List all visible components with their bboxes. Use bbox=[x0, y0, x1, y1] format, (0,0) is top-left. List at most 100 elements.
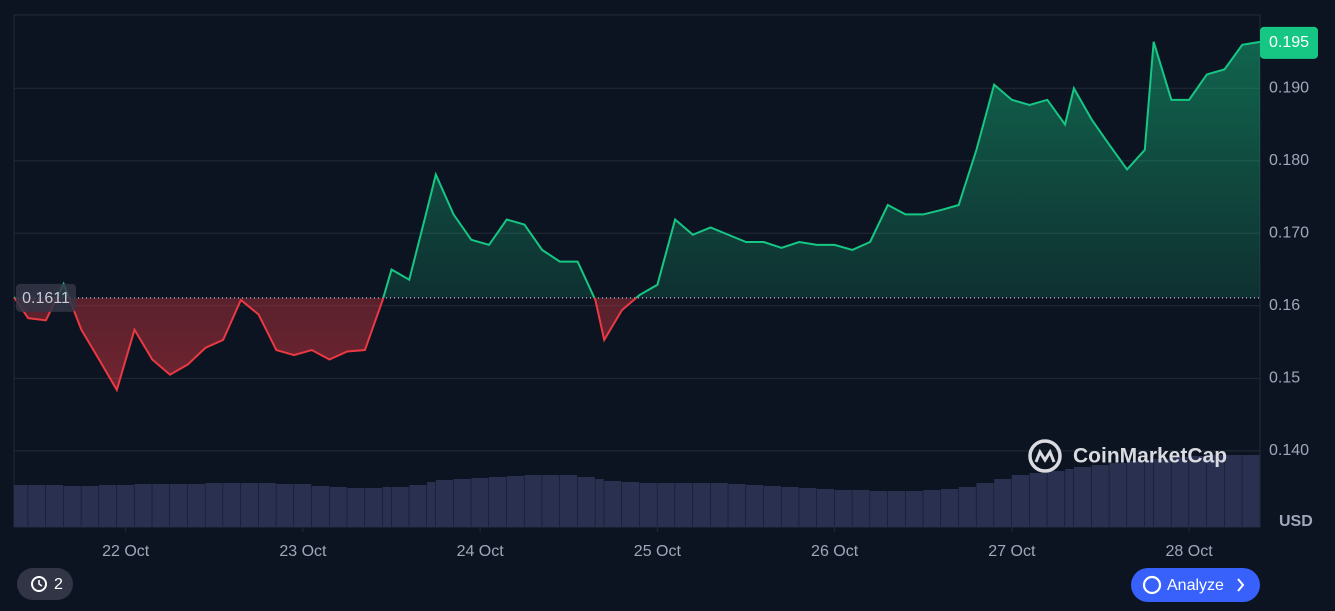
y-tick-label: 0.190 bbox=[1269, 79, 1309, 96]
volume-bar bbox=[134, 484, 152, 527]
history-icon bbox=[31, 576, 47, 592]
volume-bar bbox=[223, 483, 241, 527]
volume-bar bbox=[294, 484, 312, 527]
volume-bar bbox=[887, 491, 906, 527]
volume-bar bbox=[435, 480, 454, 527]
volume-bar bbox=[28, 485, 46, 527]
volume-bar bbox=[187, 484, 205, 527]
watermark-logo bbox=[1028, 439, 1062, 473]
price-line-up bbox=[13, 40, 1261, 298]
x-tick-label: 24 Oct bbox=[457, 543, 505, 560]
volume-bar bbox=[639, 483, 657, 527]
watermark: CoinMarketCap bbox=[1028, 439, 1227, 473]
volume-bar bbox=[1171, 457, 1189, 527]
volume-bar bbox=[524, 475, 542, 527]
analyze-bg[interactable] bbox=[1131, 568, 1260, 602]
y-tick-label: 0.180 bbox=[1269, 152, 1309, 169]
volume-bar bbox=[489, 477, 507, 527]
volume-bar bbox=[559, 475, 578, 527]
volume-bar bbox=[506, 476, 524, 527]
area-down bbox=[14, 297, 1260, 390]
volume-bar bbox=[958, 487, 976, 527]
volume-bar bbox=[1091, 465, 1109, 527]
last-price-label: 0.195 bbox=[1269, 34, 1309, 51]
volume-bar bbox=[1065, 469, 1074, 527]
volume-bar bbox=[799, 488, 817, 527]
volume-bar bbox=[311, 486, 329, 527]
volume-bar bbox=[1206, 455, 1225, 527]
volume-bar bbox=[816, 489, 835, 527]
volume-bar bbox=[940, 489, 959, 527]
x-tick-label: 26 Oct bbox=[811, 543, 859, 560]
volume-bar bbox=[994, 479, 1012, 527]
x-tick-label: 25 Oct bbox=[634, 543, 682, 560]
history-button[interactable]: 2 bbox=[17, 568, 73, 600]
volume-bar bbox=[923, 490, 941, 527]
volume-bar bbox=[382, 487, 392, 527]
y-tick-label: 0.170 bbox=[1269, 225, 1309, 242]
analyze-label: Analyze bbox=[1167, 577, 1224, 594]
watermark-logo bbox=[1034, 448, 1056, 463]
volume-bar bbox=[471, 478, 489, 527]
volume-bar bbox=[1224, 455, 1242, 527]
volume-bar bbox=[1029, 473, 1047, 527]
volume-bar bbox=[329, 487, 347, 527]
volume-bar bbox=[240, 483, 259, 527]
x-tick-label: 22 Oct bbox=[102, 543, 150, 560]
volume-bar bbox=[976, 483, 994, 527]
history-count: 2 bbox=[54, 576, 63, 593]
volume-bar bbox=[1127, 461, 1145, 527]
volume-bar bbox=[276, 484, 294, 527]
volume-bar bbox=[1073, 467, 1092, 527]
volume-bar bbox=[205, 483, 223, 527]
x-tick-label: 27 Oct bbox=[988, 543, 1036, 560]
volume-bar bbox=[542, 475, 560, 527]
volume-bar bbox=[391, 487, 409, 527]
volume-bar bbox=[14, 485, 28, 527]
area-up bbox=[14, 41, 1260, 298]
y-tick-label: 0.140 bbox=[1269, 442, 1309, 459]
last-price-badge bbox=[1260, 26, 1318, 59]
x-tick-label: 23 Oct bbox=[279, 543, 327, 560]
volume-bar bbox=[409, 485, 427, 527]
volume-bar bbox=[364, 488, 383, 527]
volume-bar bbox=[1242, 455, 1260, 527]
volume-bar bbox=[781, 487, 799, 527]
volume-bar bbox=[453, 479, 471, 527]
baseline-badge bbox=[16, 283, 76, 312]
volume-bar bbox=[834, 490, 852, 527]
history-icon bbox=[38, 580, 43, 587]
volume-bar bbox=[710, 483, 728, 527]
volume-bar bbox=[258, 483, 276, 527]
x-tick-label: 28 Oct bbox=[1166, 543, 1214, 560]
volume-bar bbox=[692, 483, 711, 527]
volume-bar bbox=[604, 481, 622, 527]
volume-bar bbox=[1189, 456, 1207, 527]
y-tick-label: 0.15 bbox=[1269, 370, 1300, 387]
volume-bar bbox=[99, 485, 117, 527]
volume-bar bbox=[63, 486, 81, 527]
volume-bar bbox=[595, 479, 604, 527]
volume-bar bbox=[81, 486, 99, 527]
volume-bar bbox=[870, 491, 888, 527]
analyze-chevron bbox=[1237, 578, 1245, 592]
volume-bar bbox=[169, 484, 188, 527]
volume-bar bbox=[116, 485, 135, 527]
volume-bar bbox=[1011, 475, 1030, 527]
volume-bar bbox=[1144, 460, 1154, 527]
analyze-icon bbox=[1142, 575, 1162, 595]
price-line-down bbox=[13, 297, 638, 393]
watermark-text: CoinMarketCap bbox=[1073, 445, 1227, 468]
volume-bar bbox=[1047, 471, 1065, 527]
volume-bar bbox=[1109, 463, 1127, 527]
baseline-label: 0.1611 bbox=[22, 290, 70, 307]
volume-bar bbox=[905, 491, 923, 527]
volume-bar bbox=[675, 483, 693, 527]
analyze-button[interactable]: Analyze bbox=[1131, 568, 1260, 602]
volume-bar bbox=[1153, 459, 1171, 527]
volume-bar bbox=[657, 483, 675, 527]
volume-bar bbox=[347, 488, 365, 527]
volume-bar bbox=[763, 486, 781, 527]
volume-bar bbox=[852, 490, 870, 527]
